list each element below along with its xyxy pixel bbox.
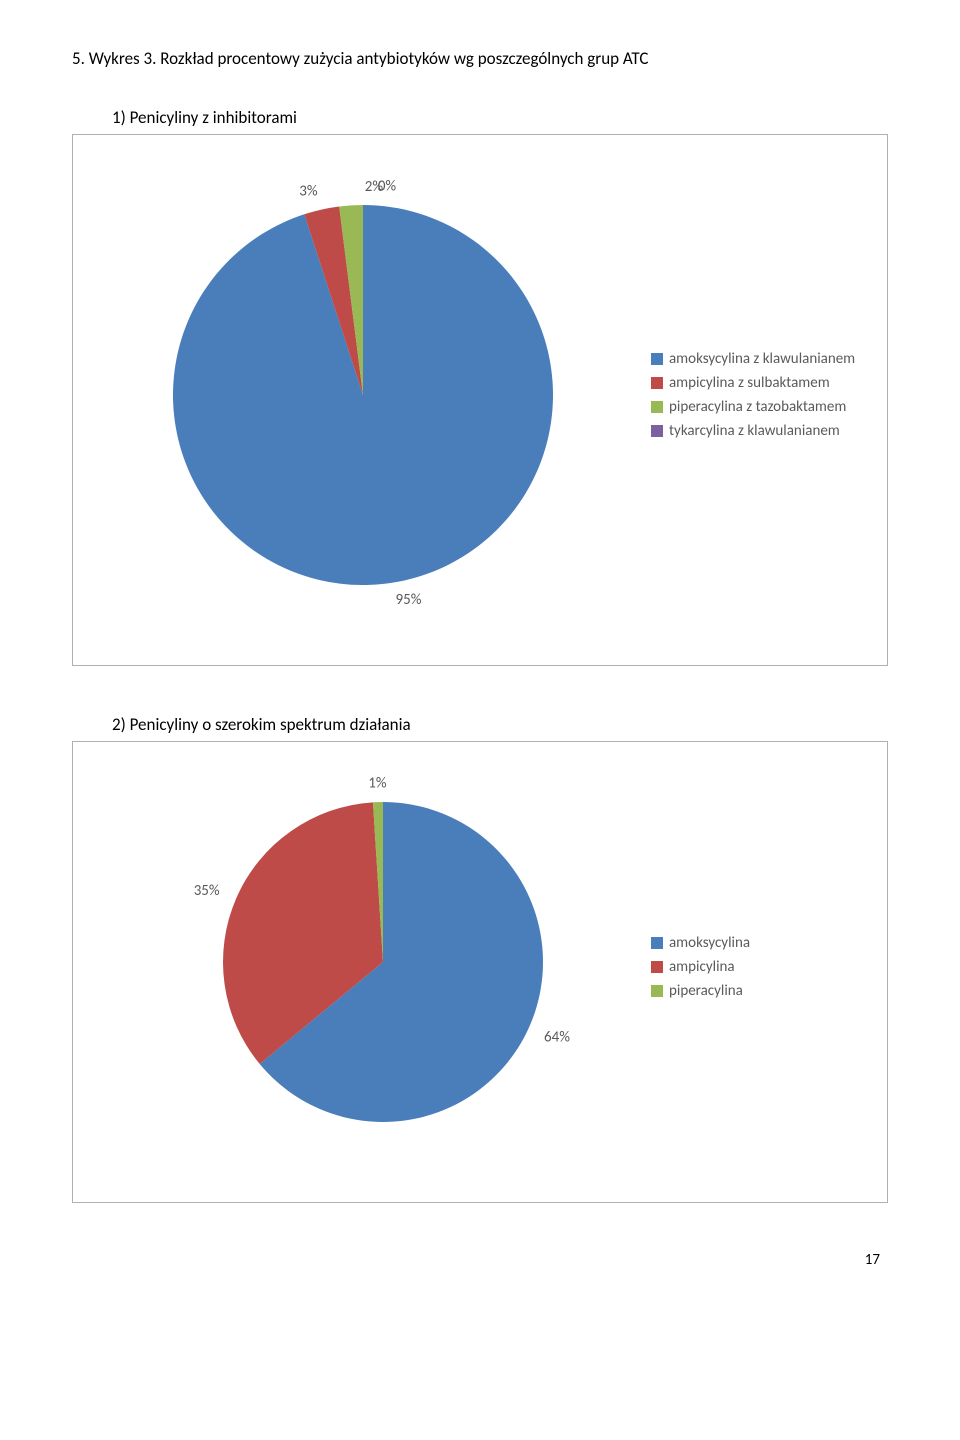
legend-label: ampicylina z sulbaktamem bbox=[669, 374, 830, 392]
chart2-pie: 64% 35% 1% bbox=[83, 752, 643, 1182]
legend-item: piperacylina z tazobaktamem bbox=[651, 398, 877, 416]
legend-swatch bbox=[651, 377, 663, 389]
legend-swatch bbox=[651, 961, 663, 973]
legend-label: tykarcylina z klawulanianem bbox=[669, 422, 840, 440]
chart1-heading: 1) Penicyliny z inhibitorami bbox=[112, 107, 888, 128]
pie-label: 95% bbox=[396, 591, 422, 609]
legend-swatch bbox=[651, 401, 663, 413]
legend-item: tykarcylina z klawulanianem bbox=[651, 422, 877, 440]
chart2-legend: amoksycylina ampicylina piperacylina bbox=[643, 928, 877, 1006]
legend-label: amoksycylina z klawulanianem bbox=[669, 350, 855, 368]
legend-swatch bbox=[651, 353, 663, 365]
pie-label: 0% bbox=[378, 178, 397, 196]
title-text: Wykres 3. Rozkład procentowy zużycia ant… bbox=[89, 48, 649, 69]
legend-item: ampicylina bbox=[651, 958, 877, 976]
legend-item: ampicylina z sulbaktamem bbox=[651, 374, 877, 392]
page-number: 17 bbox=[72, 1251, 888, 1269]
page-title: 5. Wykres 3. Rozkład procentowy zużycia … bbox=[72, 48, 888, 69]
legend-label: amoksycylina bbox=[669, 934, 750, 952]
pie-slice bbox=[173, 205, 553, 585]
legend-item: piperacylina bbox=[651, 982, 877, 1000]
chart1-legend: amoksycylina z klawulanianem ampicylina z… bbox=[643, 344, 877, 446]
legend-swatch bbox=[651, 985, 663, 997]
chart1-frame: 95%3%2%0% amoksycylina z klawulanianemam… bbox=[72, 134, 888, 666]
legend-item: amoksycylina bbox=[651, 934, 877, 952]
chart1-pie: 95%3%2%0% bbox=[83, 145, 643, 645]
legend-swatch bbox=[651, 937, 663, 949]
legend-item: amoksycylina z klawulanianem bbox=[651, 350, 877, 368]
title-prefix: 5. bbox=[72, 48, 89, 69]
legend-label: piperacylina bbox=[669, 982, 743, 1000]
chart2-heading: 2) Penicyliny o szerokim spektrum działa… bbox=[112, 714, 888, 735]
pie-label: 1% bbox=[368, 775, 387, 793]
chart2-frame: 64% 35% 1% amoksycylina ampicylina piperacyl… bbox=[72, 741, 888, 1203]
pie-label: 3% bbox=[299, 183, 318, 201]
legend-swatch bbox=[651, 425, 663, 437]
pie-label: 64% bbox=[544, 1028, 570, 1046]
legend-label: ampicylina bbox=[669, 958, 735, 976]
legend-label: piperacylina z tazobaktamem bbox=[669, 398, 846, 416]
pie-label: 35% bbox=[194, 882, 220, 900]
